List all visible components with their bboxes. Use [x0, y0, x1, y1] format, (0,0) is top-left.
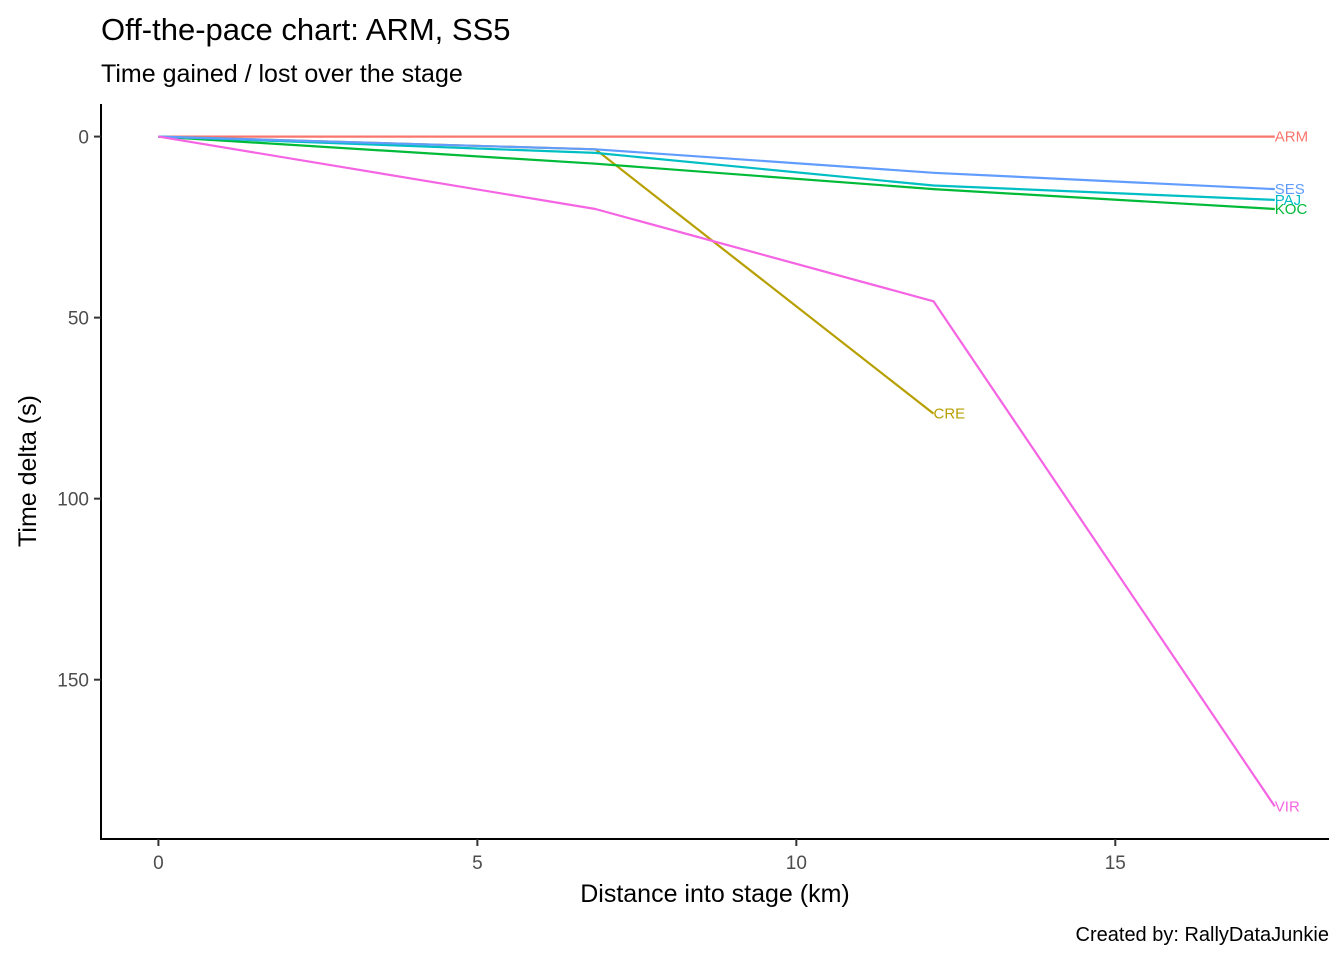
y-axis-title: Time delta (s) [14, 395, 42, 547]
series-label-arm: ARM [1275, 129, 1308, 146]
y-tick-label: 100 [57, 490, 89, 511]
series-line-ses [158, 135, 1275, 191]
y-axis-ticks: 0 50 100 150 [57, 128, 101, 692]
x-axis-title: Distance into stage (km) [580, 880, 850, 908]
x-tick-label: 5 [472, 853, 483, 874]
y-tick-label: 0 [78, 128, 89, 149]
y-tick-label: 150 [57, 671, 89, 692]
chart-title: Off-the-pace chart: ARM, SS5 [101, 12, 511, 47]
series-label-vir: VIR [1275, 798, 1300, 815]
chart-caption: Created by: RallyDataJunkie [1076, 924, 1329, 946]
y-tick-label: 50 [68, 309, 89, 330]
series-label-cre: CRE [933, 406, 965, 423]
x-axis-ticks: 0 5 10 15 [153, 839, 1126, 874]
series-line-vir [158, 135, 1276, 808]
series-line-cre [158, 135, 935, 415]
series-label-ses: SES [1275, 181, 1305, 198]
series-line-koc [158, 135, 1275, 211]
x-tick-label: 15 [1105, 853, 1126, 874]
x-tick-label: 10 [786, 853, 807, 874]
series-layer [158, 135, 1276, 808]
chart-subtitle: Time gained / lost over the stage [101, 60, 463, 88]
series-label-koc: KOC [1275, 201, 1308, 218]
series-label-paj: PAJ [1275, 192, 1301, 209]
series-line-paj [158, 135, 1275, 201]
x-tick-label: 0 [153, 853, 164, 874]
